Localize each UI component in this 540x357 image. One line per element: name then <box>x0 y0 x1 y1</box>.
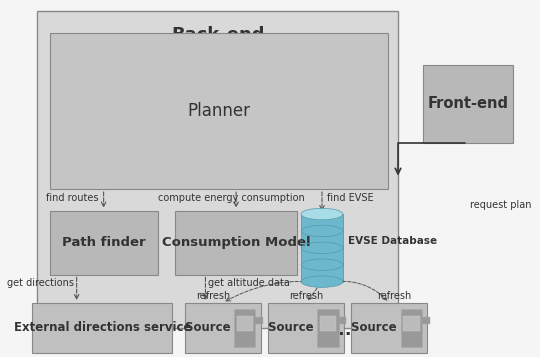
Text: Planner: Planner <box>187 102 251 120</box>
FancyBboxPatch shape <box>401 309 422 347</box>
FancyBboxPatch shape <box>301 214 343 282</box>
FancyBboxPatch shape <box>32 303 172 353</box>
Text: Back-end: Back-end <box>171 26 265 44</box>
FancyBboxPatch shape <box>423 65 514 143</box>
Ellipse shape <box>301 276 343 287</box>
FancyBboxPatch shape <box>339 317 346 324</box>
Text: refresh: refresh <box>195 291 230 301</box>
FancyBboxPatch shape <box>237 316 253 331</box>
Text: Front-end: Front-end <box>428 96 509 111</box>
FancyBboxPatch shape <box>175 211 298 275</box>
FancyBboxPatch shape <box>320 316 336 331</box>
Text: refresh: refresh <box>289 291 323 301</box>
FancyBboxPatch shape <box>50 211 158 275</box>
Text: refresh: refresh <box>377 291 411 301</box>
Text: Source n: Source n <box>351 321 409 335</box>
FancyBboxPatch shape <box>185 303 261 353</box>
Text: Source 1: Source 1 <box>185 321 242 335</box>
FancyBboxPatch shape <box>352 303 428 353</box>
Text: find EVSE: find EVSE <box>327 193 374 203</box>
Text: compute energy consumption: compute energy consumption <box>158 193 305 203</box>
Text: EVSE Database: EVSE Database <box>348 236 437 246</box>
Text: Consumption Model: Consumption Model <box>162 236 310 249</box>
FancyBboxPatch shape <box>37 11 398 328</box>
FancyBboxPatch shape <box>255 317 263 324</box>
Text: request plan: request plan <box>470 200 532 210</box>
FancyBboxPatch shape <box>234 309 255 347</box>
Text: find routes: find routes <box>46 193 99 203</box>
Ellipse shape <box>301 208 343 220</box>
FancyBboxPatch shape <box>268 303 344 353</box>
FancyBboxPatch shape <box>422 317 430 324</box>
Text: ...: ... <box>332 321 352 339</box>
FancyBboxPatch shape <box>403 316 420 331</box>
Text: Source 2: Source 2 <box>268 321 326 335</box>
FancyBboxPatch shape <box>50 33 388 189</box>
FancyBboxPatch shape <box>318 309 339 347</box>
Text: get altitude data: get altitude data <box>208 278 290 288</box>
Text: External directions service: External directions service <box>14 321 191 335</box>
Text: get directions: get directions <box>7 278 74 288</box>
Text: Path finder: Path finder <box>62 236 145 249</box>
